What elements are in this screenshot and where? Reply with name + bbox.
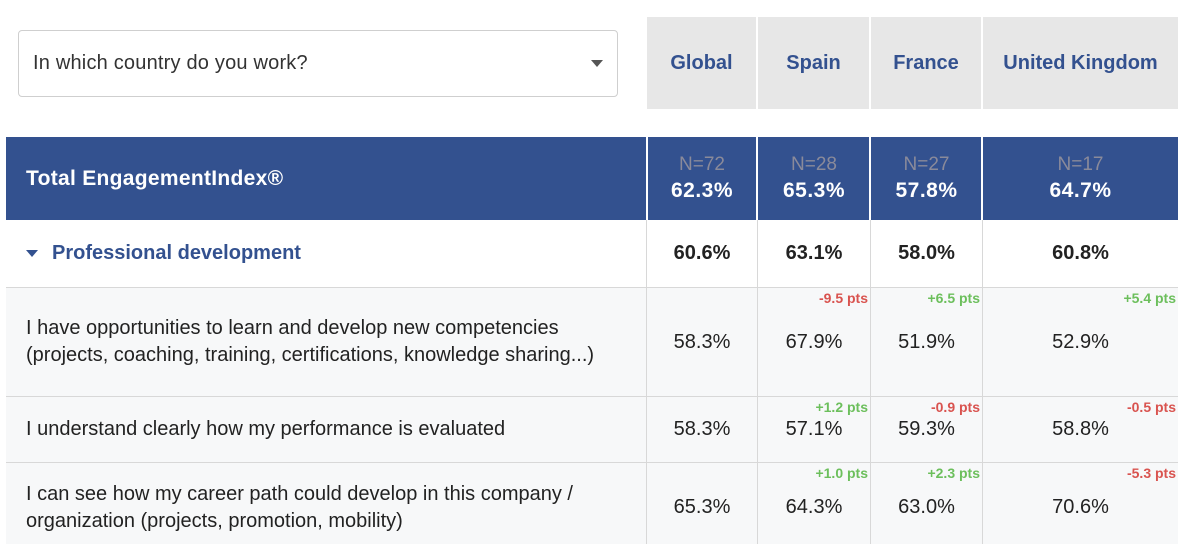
country-select[interactable]: In which country do you work? xyxy=(18,30,618,97)
column-divider xyxy=(646,463,647,544)
total-engagement-row: Total EngagementIndex® N=72 62.3% N=28 6… xyxy=(6,137,1178,220)
column-divider xyxy=(870,220,871,287)
engagement-score: 65.3% xyxy=(782,178,846,202)
delta-united-kingdom: +5.4 pts xyxy=(1123,290,1176,306)
engagement-score: 64.7% xyxy=(1049,178,1112,202)
delta-france: -0.9 pts xyxy=(930,399,980,415)
table-row: I can see how my career path could devel… xyxy=(6,463,1178,544)
column-divider xyxy=(870,397,871,462)
value-global: 58.3% xyxy=(673,330,731,353)
country-select-value: In which country do you work? xyxy=(33,52,308,74)
value-united-kingdom: 52.9% xyxy=(1052,330,1109,353)
column-divider xyxy=(757,397,758,462)
section-value-france: 58.0% xyxy=(898,242,955,264)
column-divider xyxy=(756,137,758,220)
sample-size: N=17 xyxy=(1057,153,1104,175)
total-cell-global: N=72 62.3% xyxy=(647,137,757,220)
column-divider xyxy=(981,137,983,220)
sample-size: N=27 xyxy=(903,153,950,175)
column-divider xyxy=(870,463,871,544)
value-spain: 64.3% xyxy=(785,496,843,518)
column-divider xyxy=(646,288,647,396)
section-row-professional-development[interactable]: Professional development 60.6% 63.1% 58.… xyxy=(6,220,1178,288)
value-global: 58.3% xyxy=(673,418,731,440)
column-divider xyxy=(646,220,647,287)
column-divider xyxy=(869,137,871,220)
engagement-score: 57.8% xyxy=(895,178,958,202)
column-header-spain[interactable]: Spain xyxy=(758,17,869,109)
column-divider xyxy=(982,397,983,462)
column-divider xyxy=(982,220,983,287)
column-header-global[interactable]: Global xyxy=(647,17,756,109)
column-divider xyxy=(646,137,648,220)
delta-spain: +1.0 pts xyxy=(815,465,868,481)
value-spain: 57.1% xyxy=(785,418,843,440)
table-row: I have opportunities to learn and develo… xyxy=(6,288,1178,397)
delta-france: +2.3 pts xyxy=(927,465,980,481)
delta-france: +6.5 pts xyxy=(927,290,980,306)
delta-spain: -9.5 pts xyxy=(818,290,868,306)
value-united-kingdom: 58.8% xyxy=(1052,418,1109,440)
value-global: 65.3% xyxy=(673,496,731,518)
value-united-kingdom: 70.6% xyxy=(1052,496,1109,518)
question-label: I have opportunities to learn and develo… xyxy=(26,317,595,366)
delta-spain: +1.2 pts xyxy=(815,399,868,415)
sample-size: N=72 xyxy=(679,153,725,175)
value-france: 59.3% xyxy=(898,418,955,440)
column-divider xyxy=(870,288,871,396)
delta-united-kingdom: -5.3 pts xyxy=(1126,465,1176,481)
column-divider xyxy=(757,220,758,287)
caret-down-icon[interactable] xyxy=(26,250,38,257)
column-divider xyxy=(982,463,983,544)
column-divider xyxy=(757,288,758,396)
section-value-spain: 63.1% xyxy=(785,242,843,264)
engagement-score: 62.3% xyxy=(670,178,734,202)
column-header-united-kingdom[interactable]: United Kingdom xyxy=(983,17,1178,109)
value-france: 63.0% xyxy=(898,496,955,518)
column-divider xyxy=(646,397,647,462)
section-label[interactable]: Professional development xyxy=(26,220,626,287)
total-cell-france: N=27 57.8% xyxy=(871,137,982,220)
column-divider xyxy=(757,463,758,544)
question-label: I can see how my career path could devel… xyxy=(26,482,573,532)
total-cell-united-kingdom: N=17 64.7% xyxy=(983,137,1178,220)
chevron-down-icon[interactable] xyxy=(591,60,603,67)
sample-size: N=28 xyxy=(791,153,837,175)
question-label: I understand clearly how my performance … xyxy=(26,418,506,440)
section-title: Professional development xyxy=(52,242,301,264)
delta-united-kingdom: -0.5 pts xyxy=(1126,399,1176,415)
section-value-united-kingdom: 60.8% xyxy=(1052,242,1109,264)
value-france: 51.9% xyxy=(898,330,955,353)
table-row: I understand clearly how my performance … xyxy=(6,397,1178,463)
total-cell-spain: N=28 65.3% xyxy=(758,137,870,220)
column-header-france[interactable]: France xyxy=(871,17,981,109)
column-divider xyxy=(982,288,983,396)
section-value-global: 60.6% xyxy=(673,242,731,264)
value-spain: 67.9% xyxy=(785,330,843,353)
total-engagement-label: Total EngagementIndex® xyxy=(26,166,284,190)
